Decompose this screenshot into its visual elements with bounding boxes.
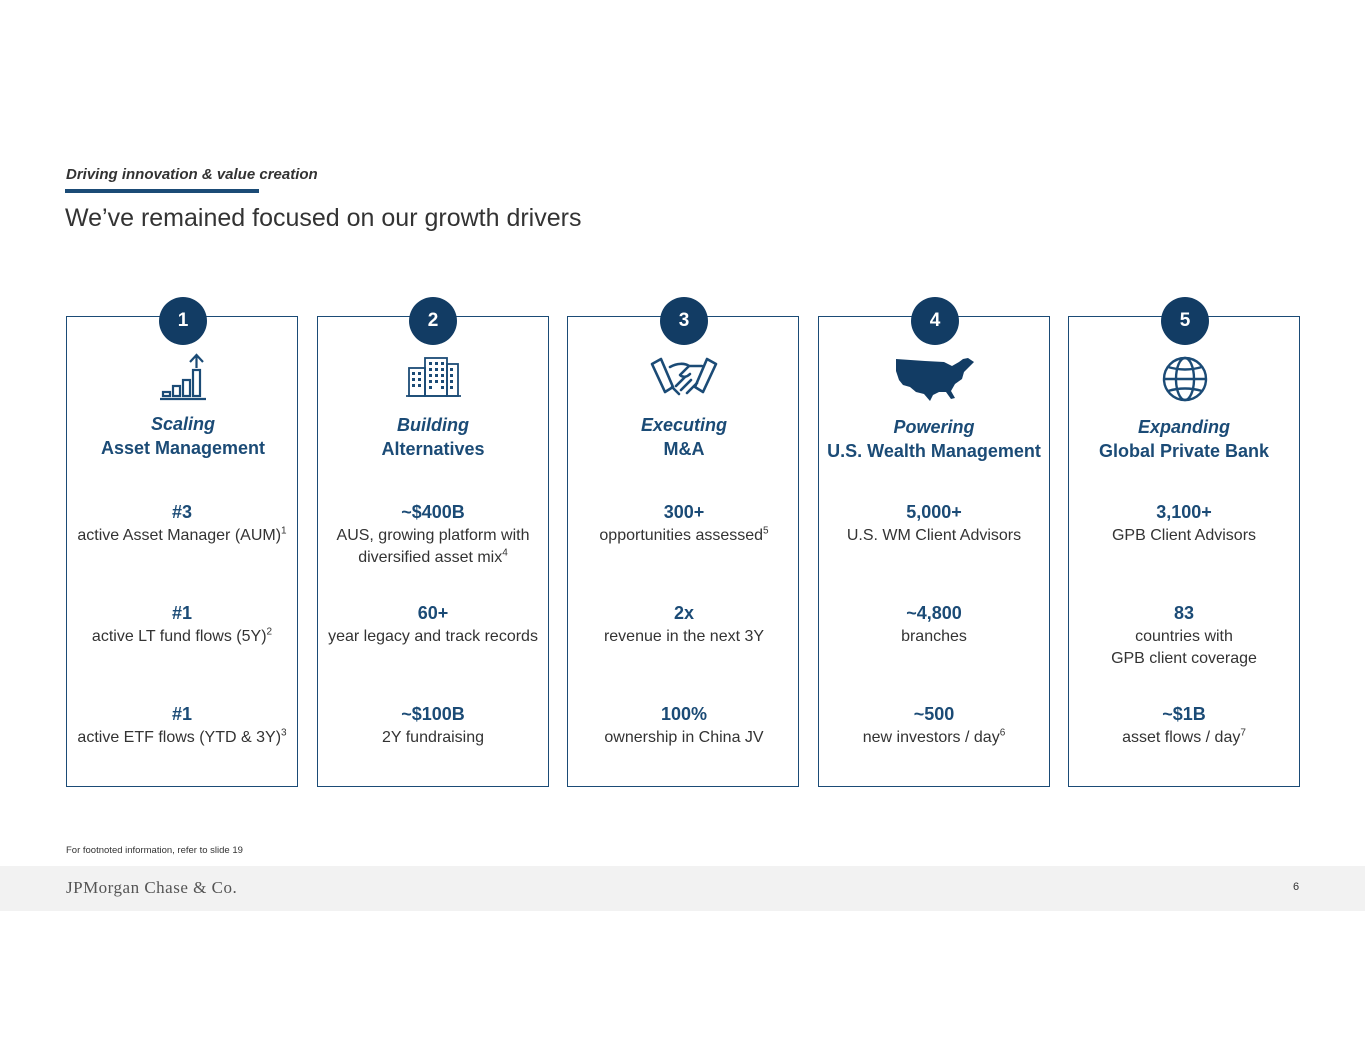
stat-desc: branches <box>901 628 967 645</box>
stat-value: 60+ <box>417 603 449 623</box>
stat-block: ~$400B AUS, growing platform with divers… <box>313 501 553 569</box>
stat-block: ~500 new investors / day6 <box>814 703 1054 749</box>
footnote-ref: 5 <box>763 525 769 537</box>
stat-value: ~500 <box>913 704 955 724</box>
driver-number-badge: 4 <box>911 297 959 345</box>
stat-desc: countries with <box>1135 628 1233 645</box>
driver-title: Powering U.S. Wealth Management <box>809 415 1059 463</box>
stat-desc-line2: diversified asset mix4 <box>358 547 508 566</box>
stat-block: 300+ opportunities assessed5 <box>564 501 804 547</box>
usa-map-icon <box>889 350 979 406</box>
driver-title-subject: Asset Management <box>100 438 266 458</box>
stat-block: ~$100B 2Y fundraising <box>313 703 553 749</box>
driver-number-badge: 5 <box>1161 297 1209 345</box>
globe-icon <box>1140 350 1230 406</box>
driver-title-verb: Expanding <box>1137 417 1230 437</box>
stat-value: ~$100B <box>401 704 465 724</box>
stat-value: 3,100+ <box>1156 502 1212 522</box>
stat-block: ~$1B asset flows / day7 <box>1064 703 1304 749</box>
driver-title: Building Alternatives <box>308 413 558 461</box>
footer-bar <box>0 866 1365 911</box>
footnote-ref: 2 <box>266 626 273 638</box>
stat-desc: GPB Client Advisors <box>1111 527 1257 544</box>
stat-value: 100% <box>660 704 708 724</box>
stat-value: 300+ <box>663 502 705 522</box>
section-kicker: Driving innovation & value creation <box>66 166 318 183</box>
stat-desc: active LT fund flows (5Y)2 <box>91 626 273 645</box>
stat-value: ~$1B <box>1162 704 1206 724</box>
footnote-ref: 6 <box>999 727 1006 739</box>
stat-block: 100% ownership in China JV <box>564 703 804 749</box>
office-buildings-icon <box>388 350 478 406</box>
stat-block: 5,000+ U.S. WM Client Advisors <box>814 501 1054 547</box>
driver-title-subject: Alternatives <box>381 439 485 459</box>
stat-value: ~4,800 <box>906 603 962 623</box>
stat-block: #3 active Asset Manager (AUM)1 <box>62 501 302 547</box>
driver-title: Executing M&A <box>559 413 809 461</box>
footnote-ref: 1 <box>281 525 287 537</box>
driver-title-verb: Scaling <box>150 414 216 434</box>
footnote-ref: 4 <box>502 547 508 559</box>
stat-block: #1 active ETF flows (YTD & 3Y)3 <box>62 703 302 749</box>
driver-title-subject: U.S. Wealth Management <box>827 441 1041 461</box>
stat-desc: 2Y fundraising <box>382 729 484 746</box>
stat-desc-line2: GPB client coverage <box>1111 650 1257 667</box>
kicker-underline <box>65 189 259 193</box>
stat-value: #1 <box>171 603 193 623</box>
stat-block: 60+ year legacy and track records <box>313 602 553 648</box>
stat-desc: U.S. WM Client Advisors <box>846 527 1022 544</box>
stat-value: 83 <box>1173 603 1195 623</box>
stat-desc: ownership in China JV <box>604 729 764 746</box>
driver-title-subject: M&A <box>663 439 705 459</box>
stat-desc: opportunities assessed5 <box>599 525 769 544</box>
driver-title-verb: Executing <box>640 415 728 435</box>
footnote-ref: 3 <box>281 727 287 739</box>
stat-desc: active Asset Manager (AUM)1 <box>77 525 287 544</box>
driver-title: Expanding Global Private Bank <box>1059 415 1309 463</box>
stat-desc: active ETF flows (YTD & 3Y)3 <box>77 727 287 746</box>
driver-number-badge: 2 <box>409 297 457 345</box>
stat-value: 5,000+ <box>906 502 962 522</box>
stat-desc: year legacy and track records <box>328 628 538 645</box>
driver-title-subject: Global Private Bank <box>1098 441 1270 461</box>
driver-title-verb: Building <box>397 415 469 435</box>
stat-desc: AUS, growing platform with <box>336 527 530 544</box>
stat-value: 2x <box>673 603 695 623</box>
stat-block: 83 countries with GPB client coverage <box>1064 602 1304 670</box>
stat-value: ~$400B <box>401 502 465 522</box>
stat-block: ~4,800 branches <box>814 602 1054 648</box>
footnote-ref: 7 <box>1240 727 1246 739</box>
page-number: 6 <box>1293 881 1300 893</box>
stat-block: 3,100+ GPB Client Advisors <box>1064 501 1304 547</box>
stat-desc: new investors / day6 <box>862 727 1006 746</box>
stat-value: #1 <box>171 704 193 724</box>
stat-block: 2x revenue in the next 3Y <box>564 602 804 648</box>
driver-number-badge: 1 <box>159 297 207 345</box>
handshake-icon <box>639 350 729 406</box>
driver-title: Scaling Asset Management <box>58 412 308 460</box>
footnote-text: For footnoted information, refer to slid… <box>66 845 243 856</box>
bar-chart-growth-icon <box>138 350 228 406</box>
driver-title-verb: Powering <box>893 417 975 437</box>
driver-number-badge: 3 <box>660 297 708 345</box>
stat-desc: revenue in the next 3Y <box>603 628 765 645</box>
stat-desc: asset flows / day7 <box>1122 727 1246 746</box>
stat-value: #3 <box>171 502 193 522</box>
stat-block: #1 active LT fund flows (5Y)2 <box>62 602 302 648</box>
page-title: We’ve remained focused on our growth dri… <box>65 204 582 232</box>
company-logo: JPMorgan Chase & Co. <box>66 878 238 897</box>
